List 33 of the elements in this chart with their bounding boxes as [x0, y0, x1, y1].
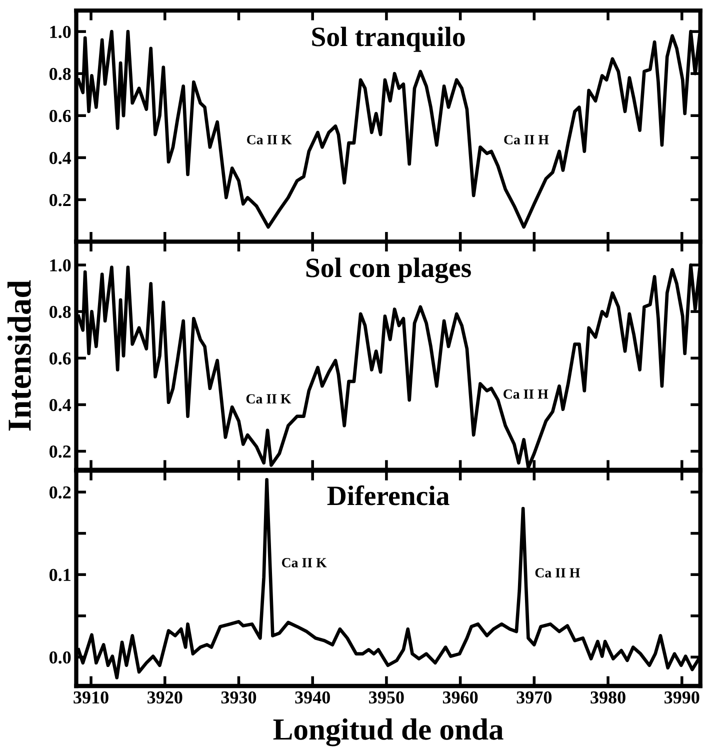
annotation: Ca II H: [535, 568, 580, 578]
annotation: Ca II K: [282, 558, 327, 568]
x-tick-label: 3980: [590, 691, 626, 704]
y-tick-label: 0.4: [50, 398, 72, 412]
annotation: Ca II H: [504, 389, 548, 399]
y-tick-label: 0.0: [50, 651, 71, 664]
x-tick-label: 3960: [442, 691, 478, 704]
x-tick-label: 3930: [221, 691, 256, 704]
annotation: Ca II H: [504, 135, 549, 144]
x-tick-label: 3990: [664, 691, 700, 704]
x-tick-label: 3950: [369, 691, 404, 704]
x-tick-label: 3940: [295, 691, 330, 704]
text: Sol con plages: [306, 258, 471, 284]
x-tick-label: 3970: [516, 691, 552, 704]
x-axis-title: Longitud de onda: [273, 718, 504, 746]
y-tick-label: 0.2: [50, 194, 71, 206]
chart-title: Diferencia: [327, 485, 450, 506]
y-tick-label: 0.2: [50, 446, 71, 458]
annotation: Ca II K: [247, 135, 292, 144]
y-tick-label: 0.6: [50, 110, 71, 122]
y-tick-label: 1.0: [50, 26, 71, 38]
text: Sol tranquilo: [312, 26, 465, 52]
y-tick-label: 0.8: [50, 306, 71, 318]
y-tick-label: 0.6: [50, 352, 71, 365]
annotation: Ca II K: [246, 394, 292, 404]
x-tick-label: 3910: [74, 691, 108, 704]
y-tick-label: 0.2: [50, 486, 71, 499]
y-tick-label: 0.1: [50, 568, 70, 582]
y-axis-title: Intensidad: [7, 280, 31, 431]
y-tick-label: 1.0: [50, 259, 71, 272]
x-tick-label: 3920: [148, 691, 182, 704]
y-tick-label: 0.4: [50, 152, 72, 164]
y-tick-label: 0.8: [50, 68, 71, 80]
